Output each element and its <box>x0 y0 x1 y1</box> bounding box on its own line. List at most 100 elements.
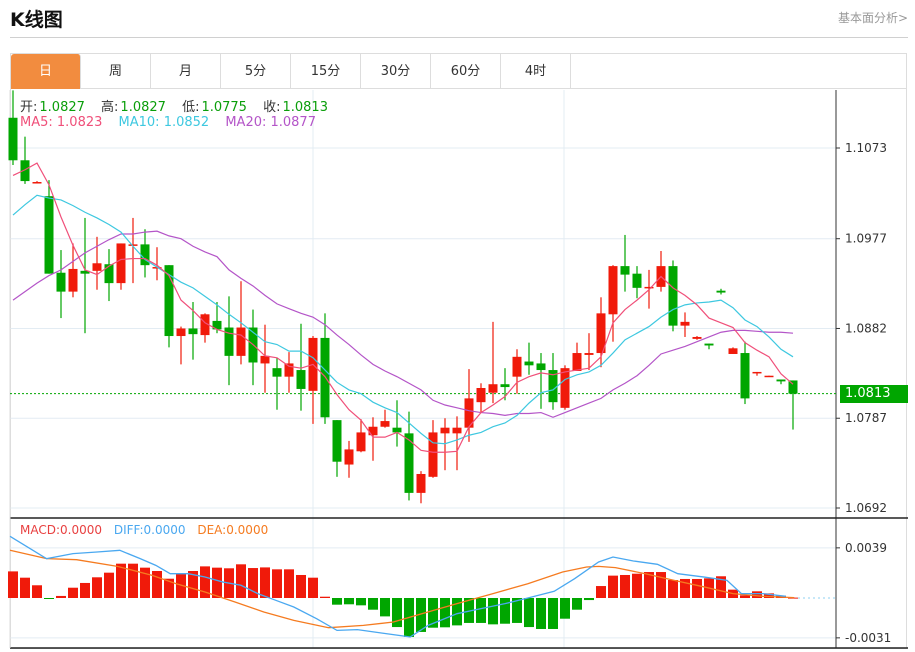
low-label: 低: <box>182 100 200 115</box>
ma20-line <box>12 230 794 418</box>
candle-up <box>680 321 690 326</box>
open-label: 开: <box>20 100 38 115</box>
dea-line <box>9 549 795 629</box>
candle-up <box>584 353 594 355</box>
candle-down <box>716 290 726 293</box>
macd-value: MACD:0.0000 <box>20 523 103 537</box>
macd-bar <box>92 577 102 598</box>
macd-bar <box>740 595 750 598</box>
macd-bar <box>668 580 678 598</box>
macd-bar <box>164 578 174 598</box>
candle-down <box>500 384 510 388</box>
candle-down <box>56 272 66 292</box>
tab-60min[interactable]: 60分 <box>431 54 501 89</box>
tab-day[interactable]: 日 <box>11 54 81 89</box>
ma-legend: MA5: 1.0823 MA10: 1.0852 MA20: 1.0877 <box>20 115 318 130</box>
candle-up <box>728 348 738 354</box>
macd-bar <box>752 591 762 598</box>
macd-bar <box>500 598 510 624</box>
macd-bar <box>632 573 642 598</box>
dea-value: DEA:0.0000 <box>197 523 269 537</box>
tab-week[interactable]: 周 <box>81 54 151 89</box>
macd-bar <box>104 572 114 598</box>
candle-up <box>116 243 126 284</box>
candle-up <box>200 314 210 336</box>
candle-up <box>440 427 450 434</box>
candle-up <box>92 263 102 271</box>
macd-bar <box>332 598 342 605</box>
candle-up <box>236 327 246 356</box>
candle-up <box>512 356 522 377</box>
candle-up <box>596 313 606 354</box>
macd-bar <box>260 567 270 598</box>
macd-bar <box>8 571 18 598</box>
macd-bar <box>680 578 690 598</box>
macd-bar <box>452 598 462 626</box>
candle-up <box>464 398 474 428</box>
period-tabs: 日 周 月 5分 15分 30分 60分 4时 <box>10 53 907 89</box>
ma20-value: MA20: 1.0877 <box>225 115 316 130</box>
macd-legend: MACD:0.0000 DIFF:0.0000 DEA:0.0000 <box>20 523 268 537</box>
candle-down <box>296 370 306 389</box>
tab-month[interactable]: 月 <box>151 54 221 89</box>
candle-down <box>212 320 222 330</box>
macd-bar <box>152 571 162 598</box>
macd-bar <box>296 574 306 598</box>
macd-bar <box>284 569 294 598</box>
macd-bar <box>32 585 42 598</box>
tab-4hour[interactable]: 4时 <box>501 54 571 89</box>
candle-up <box>356 432 366 452</box>
candle-up <box>260 355 270 364</box>
macd-bar <box>692 578 702 598</box>
candle-up <box>764 375 774 378</box>
candle-down <box>668 266 678 326</box>
macd-bar <box>416 598 426 632</box>
macd-bar <box>512 598 522 623</box>
macd-bar <box>44 598 54 599</box>
macd-bar <box>392 598 402 628</box>
macd-bar <box>344 598 354 605</box>
candle-up <box>752 371 762 374</box>
candle-down <box>788 380 798 394</box>
close-value: 1.0813 <box>282 100 328 115</box>
ma10-value: MA10: 1.0852 <box>118 115 210 130</box>
macd-bar <box>248 568 258 598</box>
candle-up <box>368 426 378 436</box>
candle-down <box>80 270 90 274</box>
macd-tick-label: 0.0039 <box>845 541 887 555</box>
macd-bar <box>596 586 606 598</box>
macd-bar <box>380 598 390 617</box>
macd-bar <box>584 598 594 601</box>
tab-30min[interactable]: 30分 <box>361 54 431 89</box>
macd-bar <box>116 563 126 598</box>
candle-up <box>428 432 438 477</box>
diff-value: DIFF:0.0000 <box>113 523 186 537</box>
high-value: 1.0827 <box>120 100 166 115</box>
page-title: K线图 <box>10 9 63 31</box>
macd-bar <box>764 593 774 598</box>
macd-bar <box>476 598 486 623</box>
candle-down <box>164 265 174 337</box>
fundamental-analysis-link[interactable]: 基本面分析> <box>837 11 908 25</box>
candle-up <box>284 363 294 377</box>
candle-down <box>332 420 342 462</box>
macd-bar <box>56 595 66 598</box>
macd-bar <box>188 571 198 598</box>
candle-up <box>560 368 570 408</box>
macd-bar <box>464 598 474 623</box>
candle-up <box>344 449 354 465</box>
candle-down <box>140 244 150 266</box>
tab-15min[interactable]: 15分 <box>291 54 361 89</box>
candle-up <box>380 421 390 427</box>
macd-bar <box>80 582 90 598</box>
tab-5min[interactable]: 5分 <box>221 54 291 89</box>
macd-bar <box>320 596 330 598</box>
open-value: 1.0827 <box>39 100 85 115</box>
candle-up <box>152 267 162 269</box>
macd-bar <box>308 577 318 598</box>
candle-up <box>488 384 498 393</box>
high-label: 高: <box>101 100 119 115</box>
divider <box>10 37 908 38</box>
macd-bar <box>656 572 666 598</box>
